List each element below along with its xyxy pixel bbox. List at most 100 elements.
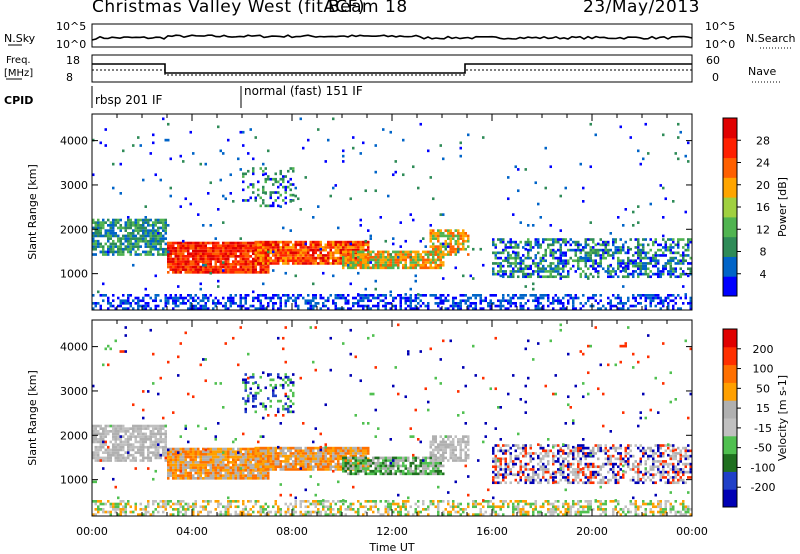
echo-cell — [519, 478, 522, 482]
echo-cell — [312, 282, 315, 286]
echo-cell — [224, 450, 227, 454]
echo-cell — [299, 117, 302, 121]
echo-cell — [124, 229, 127, 232]
echo-cell — [619, 246, 622, 249]
echo-cell — [294, 460, 297, 463]
echo-cell — [227, 466, 230, 469]
echo-cell — [212, 471, 215, 475]
echo-cell — [514, 457, 517, 461]
echo-cell — [327, 299, 330, 303]
echo-cell — [672, 240, 675, 244]
echo-cell — [284, 304, 287, 308]
echo-cell — [682, 251, 685, 255]
echo-cell — [649, 294, 652, 297]
echo-cell — [252, 469, 255, 472]
echo-cell — [639, 302, 642, 305]
echo-cell — [274, 262, 277, 265]
echo-cell — [162, 440, 165, 444]
echo-cell — [537, 275, 540, 279]
echo-cell — [292, 193, 295, 197]
echo-cell — [354, 446, 357, 450]
echo-cell — [309, 302, 312, 305]
echo-cell — [194, 260, 197, 263]
echo-cell — [372, 266, 375, 270]
echo-cell — [352, 461, 355, 465]
echo-cell — [164, 304, 167, 308]
echo-cell — [452, 302, 455, 305]
echo-cell — [502, 304, 505, 308]
echo-cell — [372, 294, 375, 297]
echo-cell — [92, 239, 95, 243]
echo-cell — [549, 267, 552, 271]
echo-cell — [604, 243, 607, 247]
echo-cell — [162, 250, 165, 254]
echo-cell — [267, 462, 270, 466]
echo-cell — [642, 243, 645, 247]
echo-cell — [114, 242, 117, 246]
echo-cell — [212, 241, 215, 245]
echo-cell — [177, 474, 180, 477]
echo-cell — [114, 307, 117, 310]
echo-cell — [254, 259, 257, 263]
echo-cell — [322, 452, 325, 455]
echo-cell — [442, 299, 445, 303]
echo-cell — [667, 307, 670, 310]
echo-cell — [514, 462, 517, 466]
echo-cell — [377, 459, 380, 462]
echo-cell — [237, 157, 240, 161]
echo-cell — [662, 251, 665, 255]
echo-cell — [392, 456, 395, 460]
echo-cell — [212, 458, 215, 462]
echo-cell — [314, 248, 317, 252]
echo-cell — [684, 154, 687, 158]
echo-cell — [267, 454, 270, 458]
echo-cell — [167, 458, 170, 462]
echo-cell — [592, 238, 595, 241]
echo-cell — [432, 448, 435, 452]
echo-cell — [594, 267, 597, 271]
echo-cell — [194, 271, 197, 274]
echo-cell — [167, 471, 170, 475]
echo-cell — [369, 299, 372, 303]
echo-cell — [179, 257, 182, 261]
echo-cell — [137, 307, 140, 310]
echo-cell — [232, 252, 235, 256]
echo-cell — [364, 469, 367, 473]
echo-cell — [264, 307, 267, 310]
echo-cell — [292, 259, 295, 263]
echo-cell — [437, 472, 440, 476]
echo-cell — [312, 460, 315, 463]
echo-cell — [374, 279, 377, 283]
echo-cell — [112, 424, 115, 428]
echo-cell — [484, 296, 487, 300]
echo-cell — [349, 464, 352, 468]
echo-cell — [557, 262, 560, 265]
echo-cell — [279, 454, 282, 458]
echo-cell — [642, 248, 645, 252]
echo-cell — [577, 259, 580, 263]
echo-cell — [142, 307, 145, 310]
echo-cell — [237, 471, 240, 475]
echo-cell — [212, 247, 215, 250]
echo-cell — [309, 246, 312, 249]
echo-cell — [107, 234, 110, 238]
echo-cell — [349, 250, 352, 254]
echo-cell — [347, 472, 350, 476]
echo-cell — [537, 296, 540, 300]
echo-cell — [494, 262, 497, 265]
echo-cell — [632, 275, 635, 279]
echo-cell — [212, 463, 215, 467]
echo-cell — [329, 262, 332, 265]
echo-cell — [192, 252, 195, 256]
echo-cell — [492, 457, 495, 461]
echo-cell — [377, 302, 380, 305]
echo-cell — [597, 262, 600, 265]
echo-cell — [507, 275, 510, 279]
nsearch-tick-lo: 10^0 — [705, 38, 735, 51]
echo-cell — [149, 430, 152, 433]
echo-cell — [224, 263, 227, 266]
echo-cell — [262, 173, 265, 177]
echo-cell — [382, 472, 385, 476]
echo-cell — [147, 304, 150, 308]
echo-cell — [97, 234, 100, 238]
